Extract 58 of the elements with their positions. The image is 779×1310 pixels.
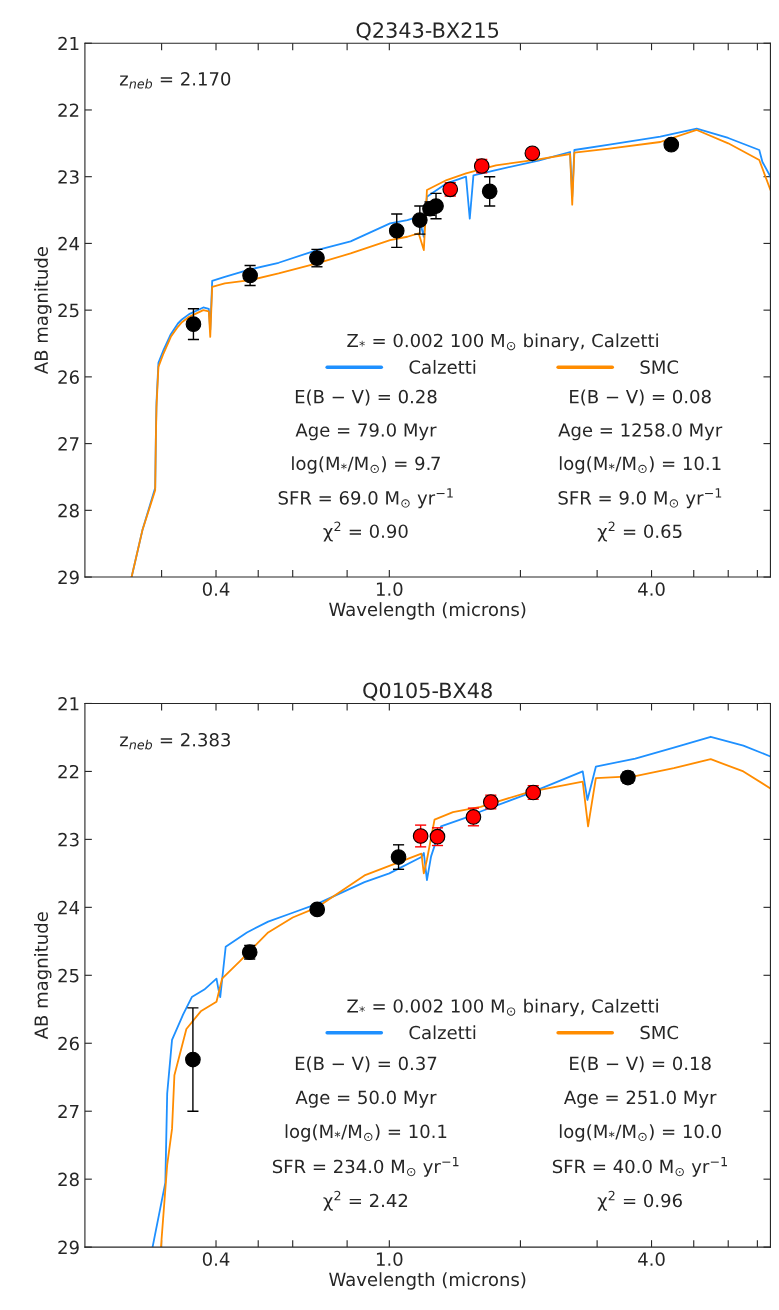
annotation: z$_{neb}$ = 2.170 [119,72,231,89]
annotation: Age = 251.0 Myr [564,1090,717,1108]
y-tick-label: 24 [58,236,80,251]
y-tick-label: 22 [58,764,79,779]
x-tick-label: 1.0 [376,582,403,596]
chart-title: Q0105-BX48 [363,682,492,701]
legend-title: Z$_{*}$ = 0.002 100 M$_{⊙}$ binary, Calzetti [347,998,658,1017]
y-tick-label: 29 [58,570,79,585]
y-tick-label: 25 [58,968,79,983]
y-tick-label: 22 [58,103,79,117]
y-tick-label: 27 [58,1104,79,1119]
legend-label: SMC [640,1025,679,1040]
legend-label: Calzetti [409,359,476,374]
annotation: Age = 79.0 Myr [295,423,437,441]
annotation: SFR = 234.0 M$_{⊙}$ yr$^{−1}$ [272,1156,459,1177]
legend-label: SMC [640,360,679,374]
y-tick-label: 26 [58,1036,79,1051]
annotation: log(M$_{*}$/M$_{⊙}$) = 9.7 [292,456,440,474]
annotation: E(B − V) = 0.28 [295,389,437,406]
y-tick-label: 23 [58,170,79,184]
annotation: χ$^{2}$ = 0.65 [597,521,682,542]
x-axis-title: Wavelength (microns) [329,1272,526,1290]
annotation: SFR = 9.0 M$_{⊙}$ yr$^{−1}$ [558,488,722,509]
x-tick-label: 4.0 [638,582,665,596]
y-tick-label: 27 [58,437,79,451]
annotation: Age = 1258.0 Myr [558,423,723,441]
annotation: E(B − V) = 0.08 [570,389,711,406]
annotation: Age = 50.0 Myr [295,1090,437,1108]
annotation: E(B − V) = 0.18 [570,1056,711,1073]
annotation: SFR = 40.0 M$_{⊙}$ yr$^{−1}$ [552,1156,727,1177]
x-tick-label: 4.0 [638,1252,665,1266]
legend-label: Calzetti [409,1025,476,1040]
y-tick-label: 21 [58,36,79,51]
annotation: SFR = 69.0 M$_{⊙}$ yr$^{−1}$ [278,488,453,509]
y-tick-label: 29 [58,1240,79,1255]
y-tick-label: 23 [58,832,79,847]
annotation: log(M$_{*}$/M$_{⊙}$) = 10.1 [285,1124,447,1142]
annotation: χ$^{2}$ = 0.90 [323,521,408,542]
y-axis-title: AB magnitude [34,247,52,375]
chart-title: Q2343-BX215 [356,22,499,41]
annotation: log(M$_{*}$/M$_{⊙}$) = 10.1 [559,456,721,474]
y-tick-label: 21 [58,696,79,711]
y-tick-label: 28 [58,1172,79,1187]
y-axis-title: AB magnitude [34,912,52,1040]
annotation: E(B − V) = 0.37 [295,1056,437,1073]
x-tick-label: 0.4 [202,582,230,596]
x-axis-title: Wavelength (microns) [329,602,526,620]
annotation: z$_{neb}$ = 2.383 [119,732,230,750]
annotation: χ$^{2}$ = 2.42 [323,1190,408,1211]
y-tick-label: 24 [58,900,80,915]
y-tick-label: 26 [58,370,79,384]
x-tick-label: 1.0 [376,1252,403,1266]
legend-title: Z$_{*}$ = 0.002 100 M$_{⊙}$ binary, Calzetti [347,333,658,351]
y-tick-label: 25 [58,303,79,318]
y-tick-label: 28 [58,503,79,518]
x-tick-label: 0.4 [202,1252,230,1266]
annotation: log(M$_{*}$/M$_{⊙}$) = 10.0 [559,1124,721,1142]
annotation: χ$^{2}$ = 0.96 [597,1190,682,1211]
